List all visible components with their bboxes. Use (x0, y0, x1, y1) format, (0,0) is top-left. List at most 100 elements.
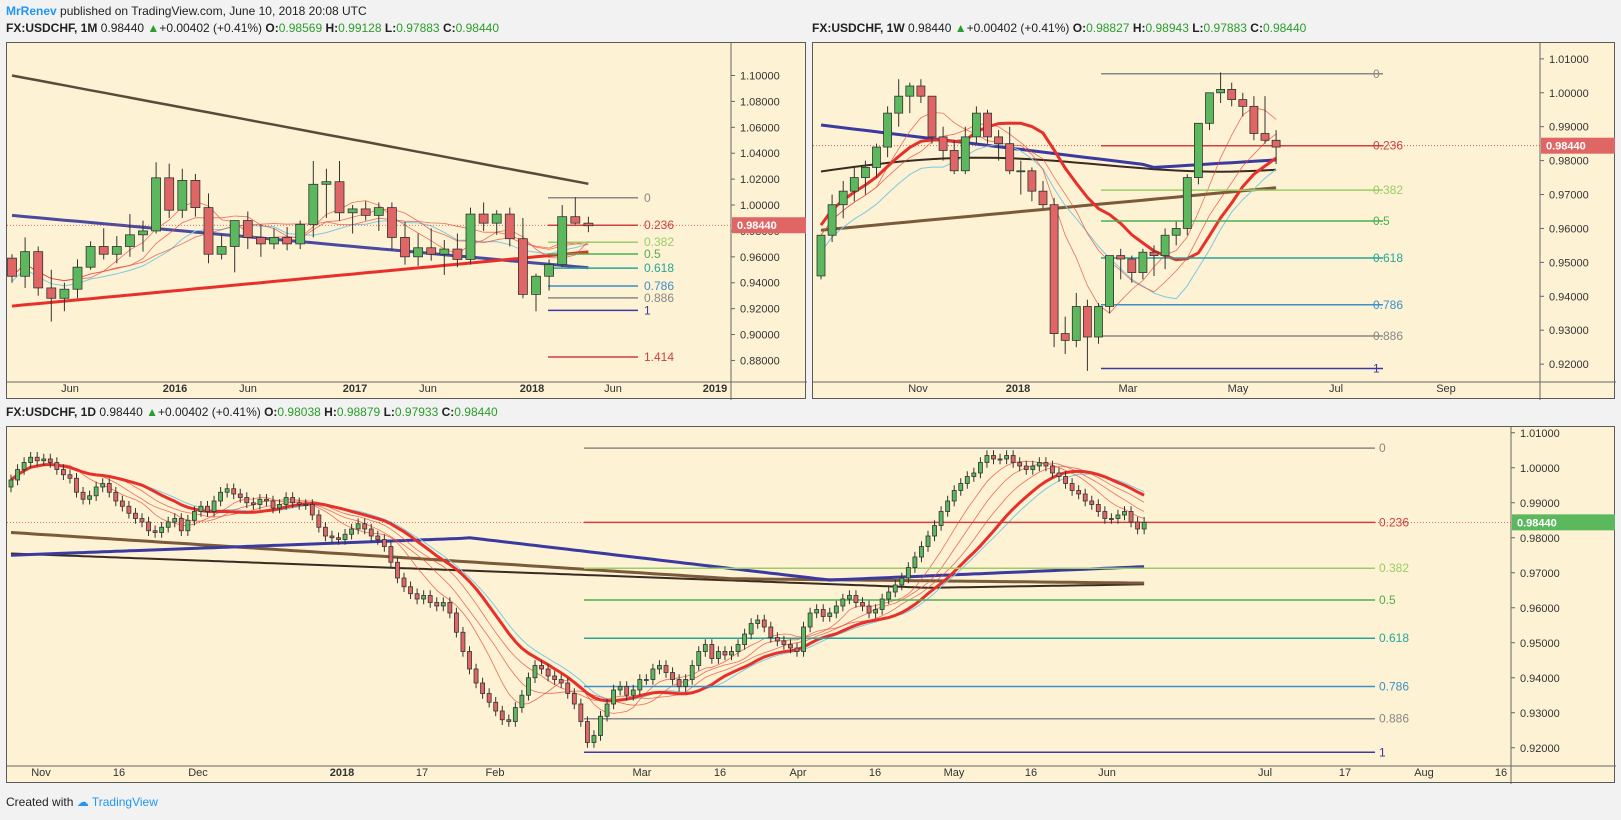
candle-bear (74, 477, 79, 493)
ma-red-thin-3 (10, 464, 1145, 701)
candle-bear (938, 136, 948, 151)
candle-bull (512, 707, 518, 722)
chart-svg-1d[interactable]: 0.92000 0.93000 0.94000 0.95000 0.96000 0.970… (7, 427, 1616, 784)
x-tick-label: Jun (419, 383, 437, 395)
candle-bull (872, 146, 881, 168)
fib-label-1-414: 1.414 (644, 350, 674, 364)
tradingview-link[interactable]: TradingView (91, 795, 158, 809)
candle-bear (1043, 462, 1049, 467)
candle-bull (951, 490, 957, 502)
fib-label-0: 0 (1373, 67, 1380, 81)
price-tag-label: 0.98440 (1517, 517, 1557, 529)
candle-bear (264, 498, 269, 502)
candle-bear (270, 500, 276, 509)
candle-bear (1238, 99, 1248, 107)
candle-bull (892, 584, 898, 593)
candle-bear (722, 651, 728, 656)
candle-bull (100, 483, 106, 488)
candle-bear (1038, 190, 1048, 206)
candle-bull (643, 679, 649, 681)
x-tick-label: Jun (604, 383, 622, 395)
candle-bear (709, 644, 715, 659)
candle-bear (190, 180, 201, 209)
candle-bear (452, 248, 463, 260)
chart-svg-1w[interactable]: 0.92000 0.93000 0.94000 0.95000 0.96000 0.970… (813, 43, 1616, 400)
candle-bull (978, 462, 983, 474)
x-tick-label: 17 (416, 767, 428, 779)
candle-bear (67, 474, 73, 479)
author-link[interactable]: MrRenev (6, 4, 57, 18)
candle-bull (689, 665, 695, 680)
candle-bull (755, 619, 761, 624)
up-triangle-icon: ▲ (147, 21, 160, 35)
candle-bear (1082, 493, 1088, 502)
y-tick-label: 1.04000 (740, 148, 780, 160)
candle-bull (637, 679, 643, 691)
candle-bull (342, 533, 348, 540)
fib-label-0: 0 (644, 191, 651, 205)
candle-bull (873, 609, 878, 614)
publish-info: MrRenev published on TradingView.com, Ju… (6, 4, 367, 18)
candle-bull (742, 633, 747, 645)
chart-pane-1d[interactable]: 0.92000 0.93000 0.94000 0.95000 0.96000 0.970… (6, 426, 1616, 784)
fib-label-1: 1 (644, 303, 651, 317)
created-with-text: Created with (6, 795, 74, 809)
candle-bear (493, 701, 499, 712)
low-value: 0.97883 (1203, 21, 1247, 35)
fib-label-1: 1 (1379, 745, 1386, 759)
candle-bear (309, 504, 315, 516)
candle-bull (650, 668, 656, 680)
last-price: 0.98440 (100, 21, 145, 35)
candle-bear (506, 719, 512, 722)
candle-bear (126, 505, 132, 514)
fib-label-0-786: 0.786 (1373, 298, 1403, 312)
fib-label-0-5: 0.5 (1373, 214, 1390, 228)
change-value: +0.00402 (+0.41%) (966, 21, 1070, 35)
candle-bear (33, 251, 44, 289)
candle-bear (578, 703, 584, 722)
candle-bear (486, 693, 492, 703)
chart-svg-1m[interactable]: 0.880000.900000.920000.940000.960000.980… (7, 43, 807, 400)
candle-bear (164, 177, 175, 211)
fib-label-0-786: 0.786 (644, 279, 674, 293)
low-value: 0.97933 (394, 405, 439, 419)
candle-bull (932, 525, 937, 537)
fib-label-0-236: 0.236 (1379, 515, 1409, 529)
low-label: L: (1192, 21, 1204, 35)
candle-bull (840, 598, 846, 607)
y-tick-label: 0.99000 (1549, 122, 1589, 134)
y-tick-label: 0.97000 (1520, 568, 1560, 580)
candle-bear (46, 287, 57, 299)
x-tick-label: Dec (188, 767, 208, 779)
candle-bear (47, 458, 53, 463)
candle-bear (473, 668, 479, 684)
candle-bull (807, 612, 813, 628)
fib-label-0-786: 0.786 (1379, 680, 1409, 694)
chart-pane-1w[interactable]: 0.92000 0.93000 0.94000 0.95000 0.96000 0.970… (812, 42, 1616, 400)
candle-bull (8, 479, 14, 488)
candle-bull (519, 694, 525, 708)
candle-bear (242, 220, 253, 238)
candle-bear (426, 247, 437, 255)
fib-label-0-382: 0.382 (644, 235, 674, 249)
candle-bear (570, 216, 581, 224)
candle-bull (125, 234, 135, 247)
x-tick-label: May (944, 767, 965, 779)
y-tick-label: 0.95000 (1549, 257, 1589, 269)
x-tick-label: 2019 (703, 383, 727, 395)
candle-bear (583, 222, 594, 227)
price-tag-label: 0.98440 (1546, 141, 1586, 153)
candle-bear (61, 469, 66, 476)
x-tick-label: Jun (1098, 767, 1116, 779)
candle-bull (321, 181, 332, 185)
y-tick-label: 0.98000 (1520, 533, 1560, 545)
candle-bull (683, 679, 689, 687)
candle-bear (427, 595, 433, 603)
candle-bear (334, 181, 345, 214)
x-tick-label: 17 (1339, 767, 1351, 779)
chart-pane-1m[interactable]: 0.880000.900000.920000.940000.960000.980… (6, 42, 807, 400)
candle-bull (41, 458, 47, 462)
candle-bear (231, 488, 237, 495)
candle-bull (308, 183, 319, 225)
candle-bear (1127, 258, 1137, 273)
